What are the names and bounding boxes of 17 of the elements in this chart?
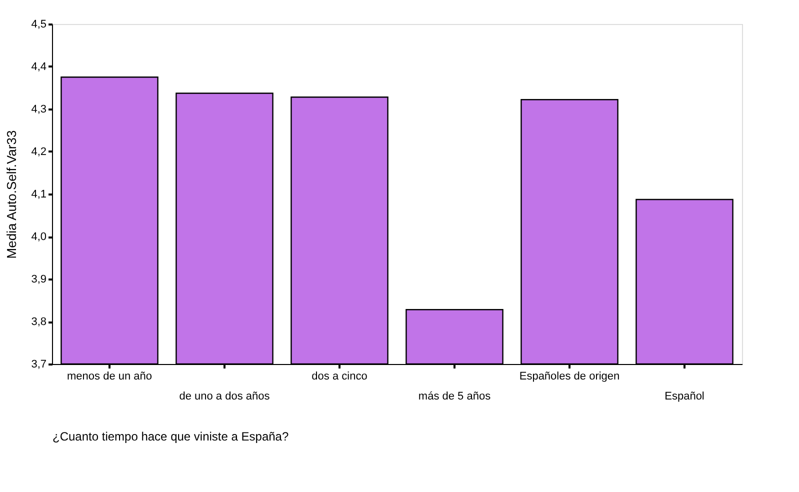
x-tick-label: Español [664, 390, 704, 402]
x-tick-label: Españoles de origen [519, 370, 620, 382]
x-tick-label: más de 5 años [418, 390, 492, 402]
x-tick-label: menos de un año [66, 370, 152, 382]
y-tick-label: 3,7 [31, 358, 46, 370]
x-tick-label: de uno a dos años [179, 390, 270, 402]
y-axis-title: Media Auto.Self.Var33 [4, 130, 20, 259]
y-tick-label: 4,4 [31, 61, 46, 73]
y-tick-label: 4,5 [31, 18, 46, 30]
x-axis-title: ¿Cuanto tiempo hace que viniste a España? [52, 430, 289, 444]
y-tick-label: 3,8 [31, 316, 46, 328]
y-tick-label: 4,0 [31, 231, 46, 243]
y-tick-label: 4,2 [31, 146, 46, 158]
x-tick-label: dos a cinco [312, 370, 368, 382]
y-tick-label: 4,3 [31, 104, 46, 116]
y-tick-label: 3,9 [31, 274, 46, 286]
y-tick-label: 4,1 [31, 188, 46, 200]
